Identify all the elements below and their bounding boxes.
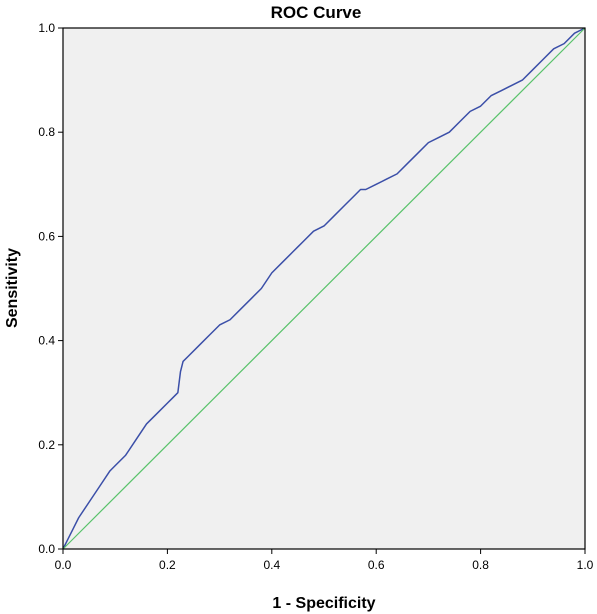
y-tick-label: 0.8 (38, 125, 55, 139)
x-tick-label: 0.8 (472, 558, 489, 572)
y-axis: 0.0 0.2 0.4 0.6 0.8 1.0 (38, 21, 63, 556)
y-axis-label: Sensitivity (4, 248, 21, 328)
reference-diagonal-line (62, 27, 586, 550)
y-tick-label: 0.6 (38, 229, 55, 243)
x-tick-label: 0.6 (368, 558, 385, 572)
y-tick-label: 0.0 (38, 542, 55, 556)
x-axis-label: 1 - Specificity (272, 595, 375, 612)
x-tick-label: 1.0 (577, 558, 594, 572)
roc-curve-line (62, 27, 586, 550)
y-tick-label: 0.4 (38, 334, 55, 348)
x-tick-label: 0.4 (263, 558, 280, 572)
x-axis: 0.0 0.2 0.4 0.6 0.8 1.0 (55, 549, 594, 572)
y-tick-label: 1.0 (38, 21, 55, 35)
chart-title: ROC Curve (271, 3, 362, 22)
plot-frame (62, 27, 586, 550)
y-tick-label: 0.2 (38, 438, 55, 452)
series-layer (62, 27, 586, 550)
x-tick-label: 0.2 (159, 558, 176, 572)
x-tick-label: 0.0 (55, 558, 72, 572)
